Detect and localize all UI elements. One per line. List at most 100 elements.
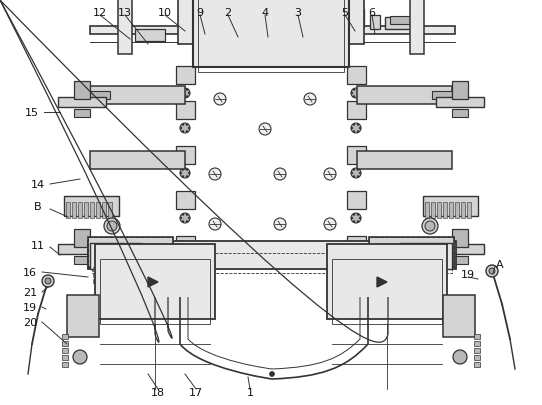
Circle shape — [182, 266, 184, 268]
Text: 2: 2 — [224, 8, 231, 18]
Circle shape — [351, 128, 353, 130]
Circle shape — [353, 266, 355, 268]
Bar — [58, 98, 106, 108]
Text: 1: 1 — [247, 387, 254, 397]
Bar — [474, 341, 480, 346]
Bar — [418, 267, 424, 271]
Bar — [410, 279, 416, 284]
Circle shape — [425, 222, 435, 231]
Circle shape — [453, 350, 467, 364]
Bar — [101, 273, 107, 277]
Circle shape — [186, 176, 188, 178]
Bar — [184, 14, 192, 22]
Bar — [443, 295, 475, 337]
Circle shape — [180, 168, 190, 179]
Text: 9: 9 — [196, 8, 204, 18]
Circle shape — [351, 213, 361, 224]
Text: 15: 15 — [25, 108, 39, 118]
Circle shape — [186, 221, 188, 223]
Circle shape — [324, 218, 336, 230]
Text: 11: 11 — [31, 241, 45, 250]
Bar — [67, 295, 99, 337]
Bar — [117, 305, 137, 311]
Bar — [467, 202, 471, 218]
Bar — [410, 273, 416, 277]
Circle shape — [180, 93, 182, 95]
Circle shape — [304, 94, 316, 106]
Bar — [474, 348, 480, 353]
Circle shape — [188, 217, 190, 220]
Circle shape — [209, 168, 221, 181]
Bar — [410, 267, 416, 271]
Circle shape — [180, 262, 182, 264]
Circle shape — [357, 90, 359, 91]
Circle shape — [182, 176, 184, 178]
Bar — [108, 202, 112, 218]
Circle shape — [214, 94, 226, 106]
Bar — [176, 237, 195, 254]
Bar — [78, 202, 82, 218]
Bar — [88, 241, 456, 269]
Bar — [95, 244, 215, 319]
Polygon shape — [377, 277, 387, 287]
Text: 18: 18 — [151, 387, 165, 397]
Circle shape — [209, 218, 221, 230]
Circle shape — [188, 93, 190, 95]
Circle shape — [180, 173, 182, 175]
Bar — [349, 0, 364, 45]
Circle shape — [188, 173, 190, 175]
Bar — [330, 272, 344, 294]
Circle shape — [186, 259, 188, 261]
Bar — [90, 27, 455, 35]
Text: 19: 19 — [23, 302, 37, 312]
Circle shape — [186, 214, 188, 216]
Circle shape — [357, 169, 359, 171]
Bar — [101, 267, 107, 271]
Bar — [198, 0, 344, 73]
Circle shape — [428, 281, 433, 286]
Bar — [385, 18, 420, 30]
Bar — [62, 348, 68, 353]
Bar — [431, 202, 435, 218]
Bar — [474, 355, 480, 360]
Circle shape — [422, 218, 438, 234]
Bar — [193, 0, 349, 68]
Bar — [176, 192, 195, 209]
Bar — [452, 256, 468, 264]
Circle shape — [186, 90, 188, 91]
Circle shape — [180, 258, 190, 269]
Circle shape — [143, 272, 163, 292]
Bar — [332, 259, 442, 324]
Bar — [90, 202, 94, 218]
Bar — [347, 237, 366, 254]
Bar — [425, 202, 429, 218]
Text: 19: 19 — [461, 269, 475, 279]
Bar — [452, 110, 468, 118]
Bar — [474, 334, 480, 339]
Circle shape — [180, 124, 190, 134]
Circle shape — [180, 128, 182, 130]
Circle shape — [182, 96, 184, 98]
Text: 10: 10 — [158, 8, 172, 18]
Text: A: A — [496, 259, 504, 269]
Bar — [93, 273, 99, 277]
Circle shape — [42, 275, 54, 287]
Bar — [109, 267, 115, 271]
Bar — [437, 202, 441, 218]
Bar — [62, 362, 68, 367]
Bar — [423, 196, 478, 216]
Circle shape — [351, 258, 361, 269]
Bar — [66, 202, 70, 218]
Bar — [402, 273, 408, 277]
Bar — [449, 202, 453, 218]
Bar — [402, 279, 408, 284]
Circle shape — [353, 131, 355, 133]
Bar — [461, 202, 465, 218]
Bar — [74, 82, 90, 100]
Circle shape — [351, 217, 353, 220]
Bar — [176, 102, 195, 120]
Circle shape — [357, 96, 359, 98]
Bar — [443, 202, 447, 218]
Bar — [452, 82, 468, 100]
Circle shape — [324, 168, 336, 181]
